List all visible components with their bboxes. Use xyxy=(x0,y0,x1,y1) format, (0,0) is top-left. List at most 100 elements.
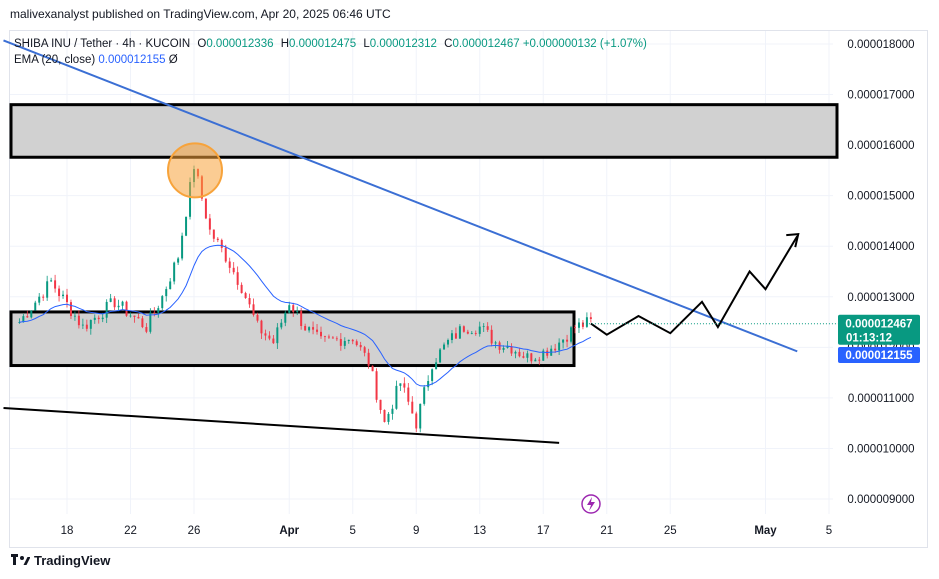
x-tick-label: 17 xyxy=(537,525,550,537)
candle-body xyxy=(224,247,227,262)
candle-up xyxy=(117,299,120,312)
candle-down xyxy=(538,356,541,366)
candle-up xyxy=(34,300,37,311)
chart-legend: SHIBA INU / Tether · 4h · KUCOIN O0.0000… xyxy=(14,36,647,68)
projected-path xyxy=(590,235,799,336)
candle-body xyxy=(38,296,41,303)
candle-body xyxy=(220,240,223,248)
candle-up xyxy=(173,261,176,285)
legend-high-label: H xyxy=(280,38,290,50)
candle-down xyxy=(359,341,362,351)
candle-up xyxy=(73,311,76,321)
candle-body xyxy=(510,346,513,354)
candle-body xyxy=(284,312,287,323)
legend-ema-hide-icon[interactable]: Ø xyxy=(168,54,178,66)
candle-down xyxy=(224,244,227,263)
candle-body xyxy=(530,353,533,362)
lightning-event-icon[interactable] xyxy=(581,494,601,514)
zone-layer xyxy=(9,103,839,368)
candle-up xyxy=(562,339,565,349)
candle-body xyxy=(403,383,406,388)
candle-body xyxy=(244,293,247,299)
candle-up xyxy=(450,330,453,344)
candle-body xyxy=(141,318,144,328)
candle-body xyxy=(427,381,430,388)
tradingview-footer[interactable]: TradingView xyxy=(10,553,110,568)
candle-body xyxy=(157,308,160,313)
resistance-zone xyxy=(9,103,839,159)
candle-down xyxy=(454,327,457,340)
candle-down xyxy=(232,262,235,275)
candle-down xyxy=(69,299,72,320)
candle-body xyxy=(113,298,116,308)
candle-up xyxy=(534,357,537,362)
ema-badge-bg xyxy=(838,347,920,363)
candle-body xyxy=(431,369,434,382)
candle-body xyxy=(435,362,438,370)
candle-down xyxy=(363,345,366,357)
candle-body xyxy=(407,387,410,402)
candle-down xyxy=(320,326,322,339)
axis-layer: 0.000018000 0.000017000 0.000016000 0.00001… xyxy=(61,39,920,537)
candle-body xyxy=(276,327,279,344)
candle-up xyxy=(570,325,573,344)
projection-arrowhead xyxy=(786,233,800,248)
legend-change: +0.000000132 (+1.07%) xyxy=(522,38,647,50)
candle-body xyxy=(486,326,489,330)
candle-up xyxy=(109,293,112,303)
candle-body xyxy=(288,305,291,313)
candle-down xyxy=(97,315,100,324)
candle-down xyxy=(375,368,378,403)
candle-down xyxy=(85,319,88,332)
candle-up xyxy=(129,312,132,318)
ema-layer xyxy=(19,244,592,387)
candle-down xyxy=(589,312,592,323)
candle-body xyxy=(316,329,319,332)
candle-up xyxy=(514,350,517,359)
candle-body xyxy=(399,383,402,386)
candle-down xyxy=(212,229,215,243)
candle-body xyxy=(339,338,342,346)
candle-body xyxy=(133,315,136,317)
candle-down xyxy=(335,336,338,342)
publisher-line: malivexanalyst published on TradingView.… xyxy=(10,7,391,21)
candle-down xyxy=(355,339,358,347)
lower-support-line xyxy=(3,407,560,444)
legend-ema-label[interactable]: EMA (20, close) xyxy=(14,54,96,66)
y-tick-label: 0.000013000 xyxy=(847,292,914,304)
legend-symbol[interactable]: SHIBA INU / Tether · 4h · KUCOIN xyxy=(14,38,191,50)
candle-body xyxy=(585,317,588,327)
candle-body xyxy=(77,315,80,326)
y-tick-label: 0.000016000 xyxy=(847,140,914,152)
candle-body xyxy=(236,272,239,285)
annotation-layer xyxy=(167,142,838,336)
candle-body xyxy=(383,409,386,422)
candle-up xyxy=(38,293,41,306)
y-tick-label: 0.000010000 xyxy=(847,443,914,455)
candle-down xyxy=(312,321,315,335)
candle-body xyxy=(268,335,271,339)
tradingview-logo-icon xyxy=(11,553,30,565)
candle-body xyxy=(177,258,180,263)
x-tick-label: Apr xyxy=(279,525,299,537)
candle-body xyxy=(185,216,188,236)
candle-up xyxy=(458,324,461,340)
candle-body xyxy=(292,305,295,312)
candle-down xyxy=(510,343,513,357)
legend-open-value: 0.000012336 xyxy=(206,38,274,50)
candle-down xyxy=(54,274,57,293)
candle-down xyxy=(137,313,140,319)
last-price-badge: 0.000012467 01:13:12 xyxy=(838,314,920,345)
candle-up xyxy=(181,232,184,261)
candle-body xyxy=(169,281,172,290)
candle-body xyxy=(466,331,469,334)
candle-up xyxy=(93,314,96,324)
candle-down xyxy=(462,325,465,333)
x-tick-label: 22 xyxy=(124,525,137,537)
candle-body xyxy=(153,312,156,314)
candle-up xyxy=(50,277,53,283)
candle-body xyxy=(137,316,140,319)
candle-body xyxy=(204,198,207,219)
candle-body xyxy=(343,340,346,346)
